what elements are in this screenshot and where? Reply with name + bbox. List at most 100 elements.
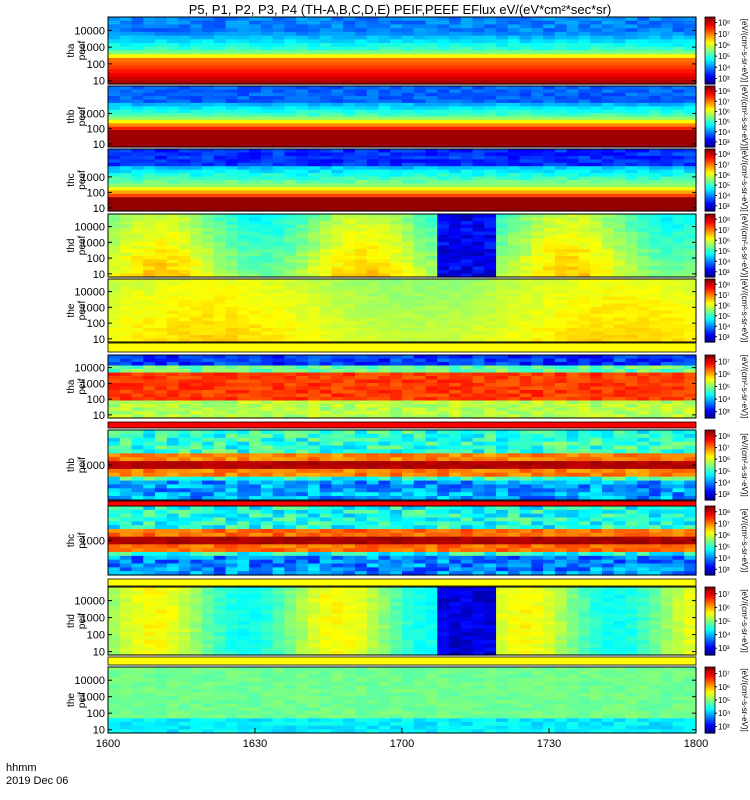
heatmap-cell	[625, 149, 638, 154]
heatmap-cell	[390, 57, 403, 63]
heatmap-cell	[272, 149, 285, 154]
heatmap-cell	[554, 307, 568, 312]
heatmap-cell	[131, 20, 144, 26]
heatmap-cell	[543, 43, 556, 48]
heatmap-cell	[155, 328, 168, 333]
heatmap-cell	[578, 106, 591, 111]
heatmap-cell	[166, 76, 180, 81]
heatmap-cell	[496, 116, 509, 121]
heatmap-cell	[684, 20, 697, 26]
heatmap-cell	[354, 317, 368, 322]
heatmap-cell	[660, 221, 674, 226]
heatmap-cell	[402, 130, 415, 135]
heatmap-cell	[648, 231, 662, 236]
heatmap-cell	[108, 39, 121, 44]
heatmap-cell	[213, 256, 227, 261]
heatmap-cell	[378, 50, 391, 55]
heatmap-cell	[272, 328, 285, 333]
heatmap-cell	[484, 54, 497, 59]
heatmap-cell	[178, 207, 191, 212]
heatmap-cell	[260, 80, 274, 85]
heatmap-cell	[190, 379, 203, 384]
heatmap-cell	[413, 24, 427, 29]
heatmap-cell	[601, 39, 615, 44]
heatmap-cell	[155, 106, 168, 111]
heatmap-cell	[554, 193, 568, 198]
colorbar-step	[705, 72, 715, 75]
heatmap-cell	[672, 109, 685, 114]
heatmap-cell	[143, 130, 156, 135]
heatmap-cell	[507, 317, 521, 322]
heatmap-cell	[648, 99, 662, 104]
heatmap-cell	[108, 397, 121, 402]
heatmap-cell	[601, 99, 615, 104]
heatmap-cell	[319, 204, 333, 209]
heatmap-cell	[190, 159, 203, 164]
heatmap-cell	[131, 86, 144, 90]
heatmap-cell	[519, 249, 532, 254]
heatmap-cell	[155, 28, 168, 33]
heatmap-cell	[543, 252, 556, 257]
heatmap-cell	[578, 126, 591, 131]
heatmap-cell	[519, 130, 532, 135]
heatmap-cell	[531, 300, 544, 305]
heatmap-cell	[108, 162, 121, 167]
heatmap-cell	[484, 324, 497, 329]
heatmap-cell	[390, 28, 403, 33]
heatmap-cell	[554, 328, 568, 333]
heatmap-cell	[637, 126, 650, 131]
heatmap-cell	[507, 89, 521, 94]
heatmap-cell	[660, 242, 674, 247]
heatmap-cell	[648, 207, 662, 212]
heatmap-cell	[672, 31, 685, 37]
heatmap-cell	[566, 300, 579, 305]
heatmap-cell	[613, 228, 627, 233]
heatmap-cell	[684, 338, 697, 343]
heatmap-cell	[507, 273, 521, 278]
heatmap-cell	[143, 407, 156, 412]
heatmap-cell	[425, 92, 438, 97]
heatmap-cell	[307, 50, 321, 55]
heatmap-cell	[143, 20, 156, 26]
colorbar-step	[705, 25, 715, 28]
heatmap-cell	[354, 331, 368, 336]
heatmap-cell	[566, 293, 579, 298]
heatmap-cell	[119, 102, 133, 107]
heatmap-cell	[648, 293, 662, 298]
heatmap-cell	[449, 303, 462, 308]
heatmap-cell	[425, 46, 438, 52]
heatmap-cell	[166, 159, 180, 164]
heatmap-cell	[519, 324, 532, 329]
heatmap-cell	[472, 317, 485, 322]
heatmap-cell	[531, 307, 544, 312]
heatmap-cell	[378, 331, 391, 336]
heatmap-cell	[202, 72, 215, 78]
heatmap-cell	[202, 317, 215, 322]
heatmap-cell	[155, 321, 168, 326]
heatmap-cell	[225, 17, 238, 22]
heatmap-cell	[307, 193, 321, 198]
heatmap-cell	[648, 35, 662, 40]
heatmap-cell	[390, 152, 403, 157]
heatmap-cell	[331, 321, 344, 326]
heatmap-cell	[402, 57, 415, 63]
heatmap-cell	[554, 256, 568, 261]
heatmap-cell	[566, 238, 579, 243]
heatmap-cell	[437, 92, 450, 97]
heatmap-cell	[648, 136, 662, 141]
heatmap-cell	[543, 186, 556, 191]
heatmap-cell	[613, 231, 627, 236]
heatmap-cell	[660, 314, 674, 319]
heatmap-cell	[108, 362, 121, 367]
heatmap-cell	[260, 256, 274, 261]
heatmap-cell	[507, 92, 521, 97]
heatmap-cell	[637, 116, 650, 121]
heatmap-cell	[307, 96, 321, 101]
heatmap-cell	[225, 106, 238, 111]
heatmap-cell	[660, 231, 674, 236]
heatmap-cell	[319, 140, 333, 145]
heatmap-cell	[413, 289, 427, 294]
heatmap-cell	[178, 123, 191, 128]
heatmap-cell	[296, 69, 309, 74]
colorbar-step	[705, 201, 715, 204]
